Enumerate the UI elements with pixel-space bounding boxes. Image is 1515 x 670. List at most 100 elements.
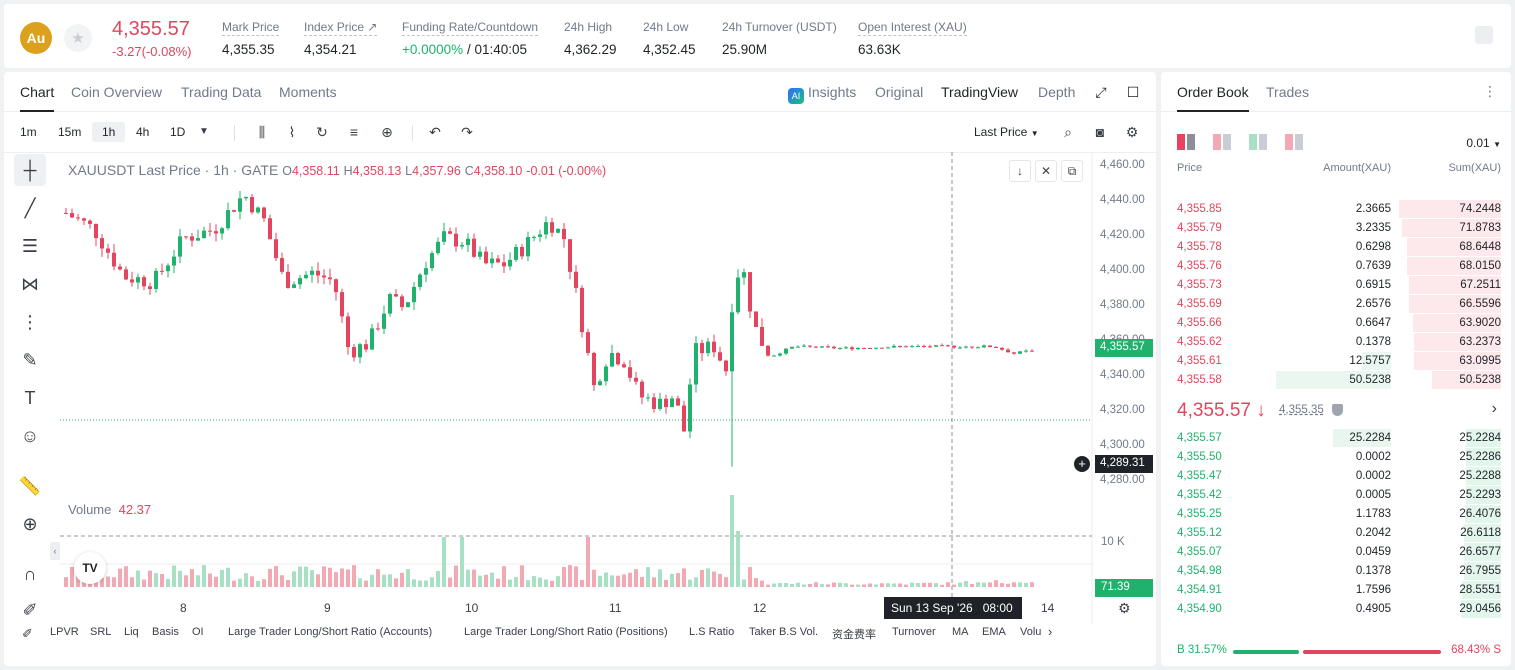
expand-icon[interactable]: ⤢ — [1095, 84, 1107, 100]
window-icon[interactable]: ☐ — [1126, 84, 1140, 100]
search-icon[interactable]: ⌕ — [1064, 124, 1072, 140]
horizontal-lines-tool-icon[interactable]: ☰ — [21, 236, 39, 256]
indicator-item[interactable]: MA — [952, 626, 969, 638]
indicator-item[interactable]: 资金费率 — [832, 629, 876, 641]
bid-row[interactable]: 4,355.47 0.0002 25.2288 — [1161, 467, 1511, 486]
brush-tool-icon[interactable]: ✎ — [22, 350, 38, 370]
ask-row[interactable]: 4,355.76 0.7639 68.0150 — [1161, 257, 1511, 276]
tradingview-logo[interactable]: TV — [74, 552, 106, 584]
add-alert-plus-icon[interactable]: + — [1074, 456, 1090, 472]
asks-view-icon[interactable] — [1249, 134, 1267, 150]
row-price: 4,355.61 — [1177, 355, 1222, 367]
tab-order-book[interactable]: Order Book — [1177, 84, 1249, 112]
indicator-item[interactable]: Basis — [152, 626, 179, 638]
ask-row[interactable]: 4,355.61 12.5757 63.0995 — [1161, 352, 1511, 371]
bid-row[interactable]: 4,355.50 0.0002 25.2286 — [1161, 448, 1511, 467]
indicator-item[interactable]: LPVR — [50, 626, 79, 638]
more-icon[interactable]: ⋮ — [1483, 83, 1497, 99]
candlestick-icon[interactable]: ⫼ — [258, 124, 266, 140]
text-tool-icon[interactable]: T — [24, 388, 36, 408]
chevron-down-icon[interactable]: ▼ — [199, 126, 209, 137]
bid-row[interactable]: 4,354.98 0.1378 26.7955 — [1161, 562, 1511, 581]
timeframe-1h[interactable]: 1h — [92, 122, 126, 142]
index-price-stat[interactable]: Index Price ↗ 4,354.21 — [304, 18, 378, 57]
tab-moments[interactable]: Moments — [279, 84, 337, 100]
bid-row[interactable]: 4,355.12 0.2042 26.6118 — [1161, 524, 1511, 543]
emoji-tool-icon[interactable]: ☺ — [20, 426, 40, 446]
depth-view-icon[interactable] — [1285, 134, 1303, 150]
tab-trading-data[interactable]: Trading Data — [181, 84, 262, 100]
zoom-in-tool-icon[interactable]: ⊕ — [22, 514, 38, 534]
bids-view-icon[interactable] — [1213, 134, 1231, 150]
bid-row[interactable]: 4,355.25 1.1783 26.4076 — [1161, 505, 1511, 524]
chevron-right-icon[interactable]: › — [1491, 400, 1497, 417]
indicator-item[interactable]: Volu — [1020, 626, 1042, 638]
crosshair-tool-icon[interactable]: ┼ — [14, 154, 46, 186]
indicator-item[interactable]: L.S Ratio — [689, 626, 735, 638]
bid-row[interactable]: 4,355.07 0.0459 26.6577 — [1161, 543, 1511, 562]
timeframe-4h[interactable]: 4h — [136, 125, 150, 139]
trendline-tool-icon[interactable]: ╱ — [24, 198, 36, 218]
ask-row[interactable]: 4,355.73 0.6915 67.2511 — [1161, 276, 1511, 295]
gear-icon[interactable]: ⚙ — [1125, 124, 1139, 140]
ask-row[interactable]: 4,355.79 3.2335 71.8783 — [1161, 219, 1511, 238]
ruler-tool-icon[interactable]: 📏 — [18, 476, 42, 496]
bid-row[interactable]: 4,355.42 0.0005 25.2293 — [1161, 486, 1511, 505]
ask-row[interactable]: 4,355.78 0.6298 68.6448 — [1161, 238, 1511, 257]
candle-body — [634, 377, 638, 382]
ask-row[interactable]: 4,355.69 2.6576 66.5596 — [1161, 295, 1511, 314]
volume-bar — [124, 566, 128, 587]
arrow-down-icon[interactable]: ↓ — [1009, 160, 1031, 182]
ask-row[interactable]: 4,355.62 0.1378 63.2373 — [1161, 333, 1511, 352]
bid-row[interactable]: 4,354.91 1.7596 28.5551 — [1161, 581, 1511, 600]
tab-original[interactable]: Original — [875, 84, 924, 100]
maximize-pane-icon[interactable]: ⧉ — [1061, 160, 1083, 182]
lock-tool-icon[interactable]: ✐ — [22, 600, 38, 620]
undo-icon[interactable]: ↶ — [429, 124, 441, 140]
tab-coin-overview[interactable]: Coin Overview — [71, 84, 163, 100]
indicator-item[interactable]: OI — [192, 626, 204, 638]
indicator-item[interactable]: Turnover — [892, 626, 936, 638]
timeframe-1m[interactable]: 1m — [20, 125, 37, 139]
add-alert-icon[interactable]: ⊕ — [381, 124, 393, 140]
ask-row[interactable]: 4,355.85 2.3665 74.2448 — [1161, 200, 1511, 219]
indicator-item[interactable]: Taker B.S Vol. — [749, 626, 819, 638]
indicator-item[interactable]: EMA — [982, 626, 1006, 638]
ask-row[interactable]: 4,355.58 50.5238 50.5238 — [1161, 371, 1511, 390]
candle-body — [274, 239, 278, 259]
candlestick-chart[interactable]: 4,460.00 4,440.00 4,420.00 4,400.00 4,380.00… — [4, 152, 1156, 624]
collapse-icon[interactable]: ✕ — [1035, 160, 1057, 182]
precision-select[interactable]: 0.01 ▼ — [1466, 136, 1501, 150]
indicator-item[interactable]: Large Trader Long/Short Ratio (Positions… — [464, 626, 668, 638]
fib-tool-icon[interactable]: ⋮ — [21, 312, 39, 332]
timeframe-15m[interactable]: 15m — [58, 125, 82, 139]
magnet-tool-icon[interactable]: ∩ — [23, 564, 37, 584]
edit-icon[interactable]: ✐ — [22, 626, 33, 641]
insights-button[interactable]: AI Insights — [788, 84, 856, 104]
redo-icon[interactable]: ↷ — [461, 124, 473, 140]
indicator-icon[interactable]: ⌇ — [288, 124, 296, 140]
tab-trades[interactable]: Trades — [1266, 84, 1310, 100]
indicator-item[interactable]: Large Trader Long/Short Ratio (Accounts) — [228, 626, 433, 638]
camera-icon[interactable]: ◙ — [1095, 124, 1105, 140]
time-label: 14 — [1041, 601, 1055, 615]
tab-tradingview[interactable]: TradingView — [941, 84, 1019, 100]
tab-depth[interactable]: Depth — [1038, 84, 1076, 100]
chevron-right-icon[interactable]: › — [1048, 624, 1053, 639]
template-icon[interactable]: ≡ — [349, 124, 359, 140]
pattern-tool-icon[interactable]: ⋈ — [21, 274, 39, 294]
tab-chart[interactable]: Chart — [20, 84, 55, 112]
refresh-icon[interactable]: ↻ — [316, 124, 328, 140]
bid-row[interactable]: 4,354.90 0.4905 29.0456 — [1161, 600, 1511, 619]
ask-row[interactable]: 4,355.66 0.6647 63.9020 — [1161, 314, 1511, 333]
document-icon[interactable] — [1475, 26, 1493, 44]
price-type-select[interactable]: Last Price ▼ — [974, 125, 1039, 139]
indicator-item[interactable]: SRL — [90, 626, 112, 638]
collapse-sidebar-icon[interactable]: ‹ — [50, 542, 60, 560]
both-view-icon[interactable] — [1177, 134, 1195, 150]
settings-hexagon-icon[interactable]: ⚙ — [1118, 600, 1131, 616]
indicator-item[interactable]: Liq — [124, 626, 139, 638]
timeframe-1d[interactable]: 1D — [170, 125, 186, 139]
favorite-star-icon[interactable]: ★ — [64, 24, 92, 52]
bid-row[interactable]: 4,355.57 25.2284 25.2284 — [1161, 429, 1511, 448]
